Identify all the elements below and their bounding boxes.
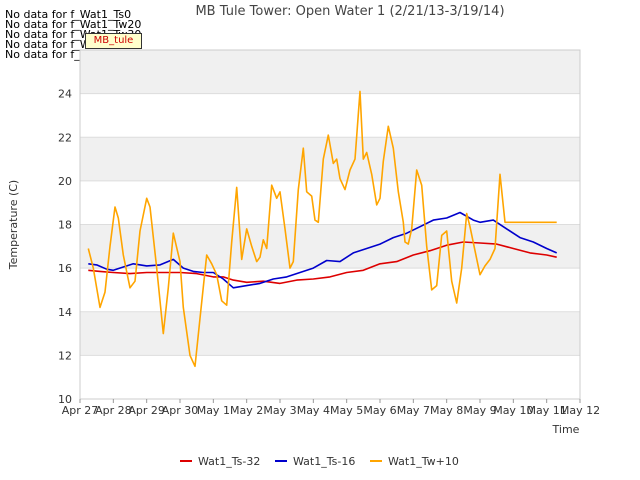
series-line-wat1-ts-32	[88, 241, 557, 285]
y-tick-label: 18	[58, 219, 72, 232]
grid-band	[80, 50, 580, 94]
y-axis-label: Temperature (C)	[7, 180, 20, 270]
legend-label: Wat1_Tw+10	[388, 455, 459, 468]
no-data-message: No data for f_Wat1_Tw30	[5, 28, 142, 41]
grid-band	[80, 311, 580, 356]
x-tick-label: May 2	[230, 404, 263, 417]
x-tick-label: May 1	[197, 404, 230, 417]
x-tick-label: May 9	[463, 404, 496, 417]
x-tick-label: Apr 29	[128, 404, 165, 417]
chart-title: MB Tule Tower: Open Water 1 (2/21/13-3/1…	[195, 4, 504, 19]
y-tick-label: 22	[58, 131, 72, 144]
x-tick-label: May 12	[560, 404, 600, 417]
no-data-message: No data for f_Wat1_Tw50	[5, 48, 142, 61]
x-tick-label: Apr 30	[162, 404, 199, 417]
x-tick-label: May 5	[330, 404, 363, 417]
x-tick-label: May 10	[493, 404, 533, 417]
no-data-message: No data for f_Wat1_Tw40	[5, 38, 142, 51]
no-data-message: No data for f_Wat1_Ts0	[5, 8, 132, 21]
x-tick-label: May 4	[297, 404, 330, 417]
x-tick-label: May 6	[363, 404, 396, 417]
x-tick-label: May 3	[263, 404, 296, 417]
series-line-wat1-tw-10	[87, 90, 557, 368]
x-tick-label: May 11	[527, 404, 567, 417]
legend-label: Wat1_Ts-32	[198, 455, 260, 468]
y-tick-label: 20	[58, 175, 72, 188]
plot-frame	[79, 49, 581, 400]
legend-label: Wat1_Ts-16	[293, 455, 355, 468]
x-tick-label: May 7	[397, 404, 430, 417]
y-tick-label: 24	[58, 88, 72, 101]
y-tick-label: 10	[58, 393, 72, 406]
x-tick-label: May 8	[430, 404, 463, 417]
y-tick-label: 14	[58, 306, 72, 319]
y-tick-label: 12	[58, 349, 72, 362]
x-axis-label: Time	[552, 423, 580, 436]
x-tick-label: Apr 27	[62, 404, 99, 417]
site-badge: MB_tule	[85, 33, 142, 49]
series-line-wat1-ts-16	[88, 211, 558, 289]
x-tick-label: Apr 28	[95, 404, 132, 417]
no-data-message: No data for f_Wat1_Tw20	[5, 18, 142, 31]
y-tick-label: 16	[58, 262, 72, 275]
